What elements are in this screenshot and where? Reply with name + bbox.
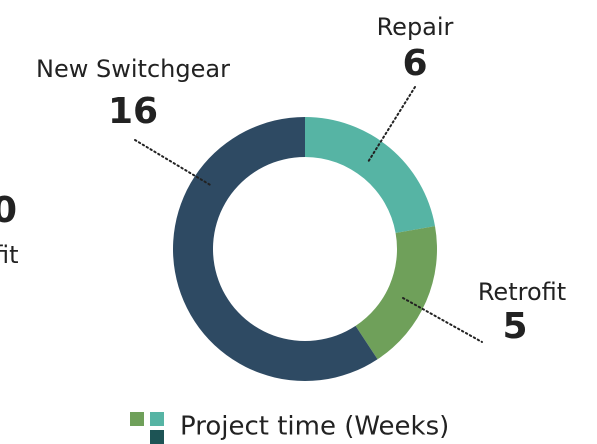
slice-value: 6: [402, 43, 427, 84]
cropped-label: fit: [0, 241, 19, 269]
legend-swatch: [150, 412, 164, 426]
legend-swatch: [130, 412, 144, 426]
slice-value: 16: [108, 91, 158, 132]
slice-label: Retrofit: [478, 278, 566, 306]
slice-label: New Switchgear: [36, 55, 230, 83]
slice-label: Repair: [377, 13, 454, 41]
donut-segment: [355, 226, 437, 360]
legend-swatch: [150, 430, 164, 444]
donut-segment: [305, 117, 435, 234]
cropped-value: 0: [0, 190, 17, 231]
slice-value: 5: [502, 306, 527, 347]
leader-line: [367, 86, 416, 163]
leader-line: [402, 297, 483, 343]
legend-label: Project time (Weeks): [180, 412, 449, 442]
leader-line: [134, 139, 213, 187]
donut-segment: [172, 117, 378, 382]
